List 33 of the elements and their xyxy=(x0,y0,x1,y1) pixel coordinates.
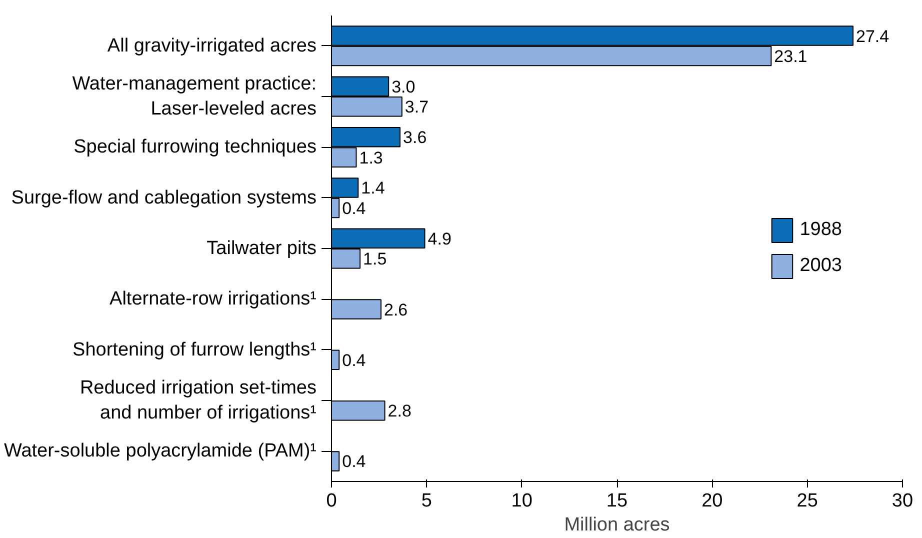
x-tick-label: 30 xyxy=(892,490,914,512)
data-label: 23.1 xyxy=(774,47,808,66)
data-label: 3.0 xyxy=(392,77,416,96)
data-label: 1.4 xyxy=(361,178,385,198)
x-tick-label: 15 xyxy=(606,490,628,512)
data-label: 1.5 xyxy=(363,250,387,269)
legend-label: 2003 xyxy=(800,255,842,277)
x-tick-label: 10 xyxy=(511,490,532,512)
data-label: 4.9 xyxy=(428,229,452,248)
data-label: 2.6 xyxy=(384,300,408,320)
y-tick-label: Alternate-row irrigations¹ xyxy=(110,288,317,310)
y-tick-label: Water-management practice: Laser-leveled acres xyxy=(72,73,317,120)
x-tick-label: 20 xyxy=(702,490,723,512)
y-tick-label: Surge-flow and cablegation systems xyxy=(11,187,317,208)
y-tick-label: Tailwater pits xyxy=(206,238,317,259)
y-tick-label: All gravity-irrigated acres xyxy=(107,35,317,56)
data-label: 27.4 xyxy=(856,26,890,46)
x-tick-label: 25 xyxy=(796,490,818,512)
data-label: 1.3 xyxy=(359,148,383,168)
data-label: 0.4 xyxy=(342,198,366,218)
x-tick-label: 0 xyxy=(326,490,337,512)
data-label: 3.7 xyxy=(404,98,429,117)
y-tick-label: Reduced irrigation set-times and number of irrigations¹ xyxy=(80,377,317,424)
data-label: 0.4 xyxy=(342,350,366,370)
y-tick-label: Special furrowing techniques xyxy=(74,136,317,158)
data-label: 3.6 xyxy=(403,128,427,148)
y-tick-label: Water-soluble polyacrylamide (PAM)¹ xyxy=(4,440,317,462)
x-tick-label: 5 xyxy=(421,490,432,512)
x-axis-title: Million acres xyxy=(564,514,670,536)
data-label: 0.4 xyxy=(342,452,366,472)
y-tick-label: Shortening of furrow lengths¹ xyxy=(72,339,316,360)
data-label: 2.8 xyxy=(388,402,412,421)
legend-label: 1988 xyxy=(800,219,842,241)
